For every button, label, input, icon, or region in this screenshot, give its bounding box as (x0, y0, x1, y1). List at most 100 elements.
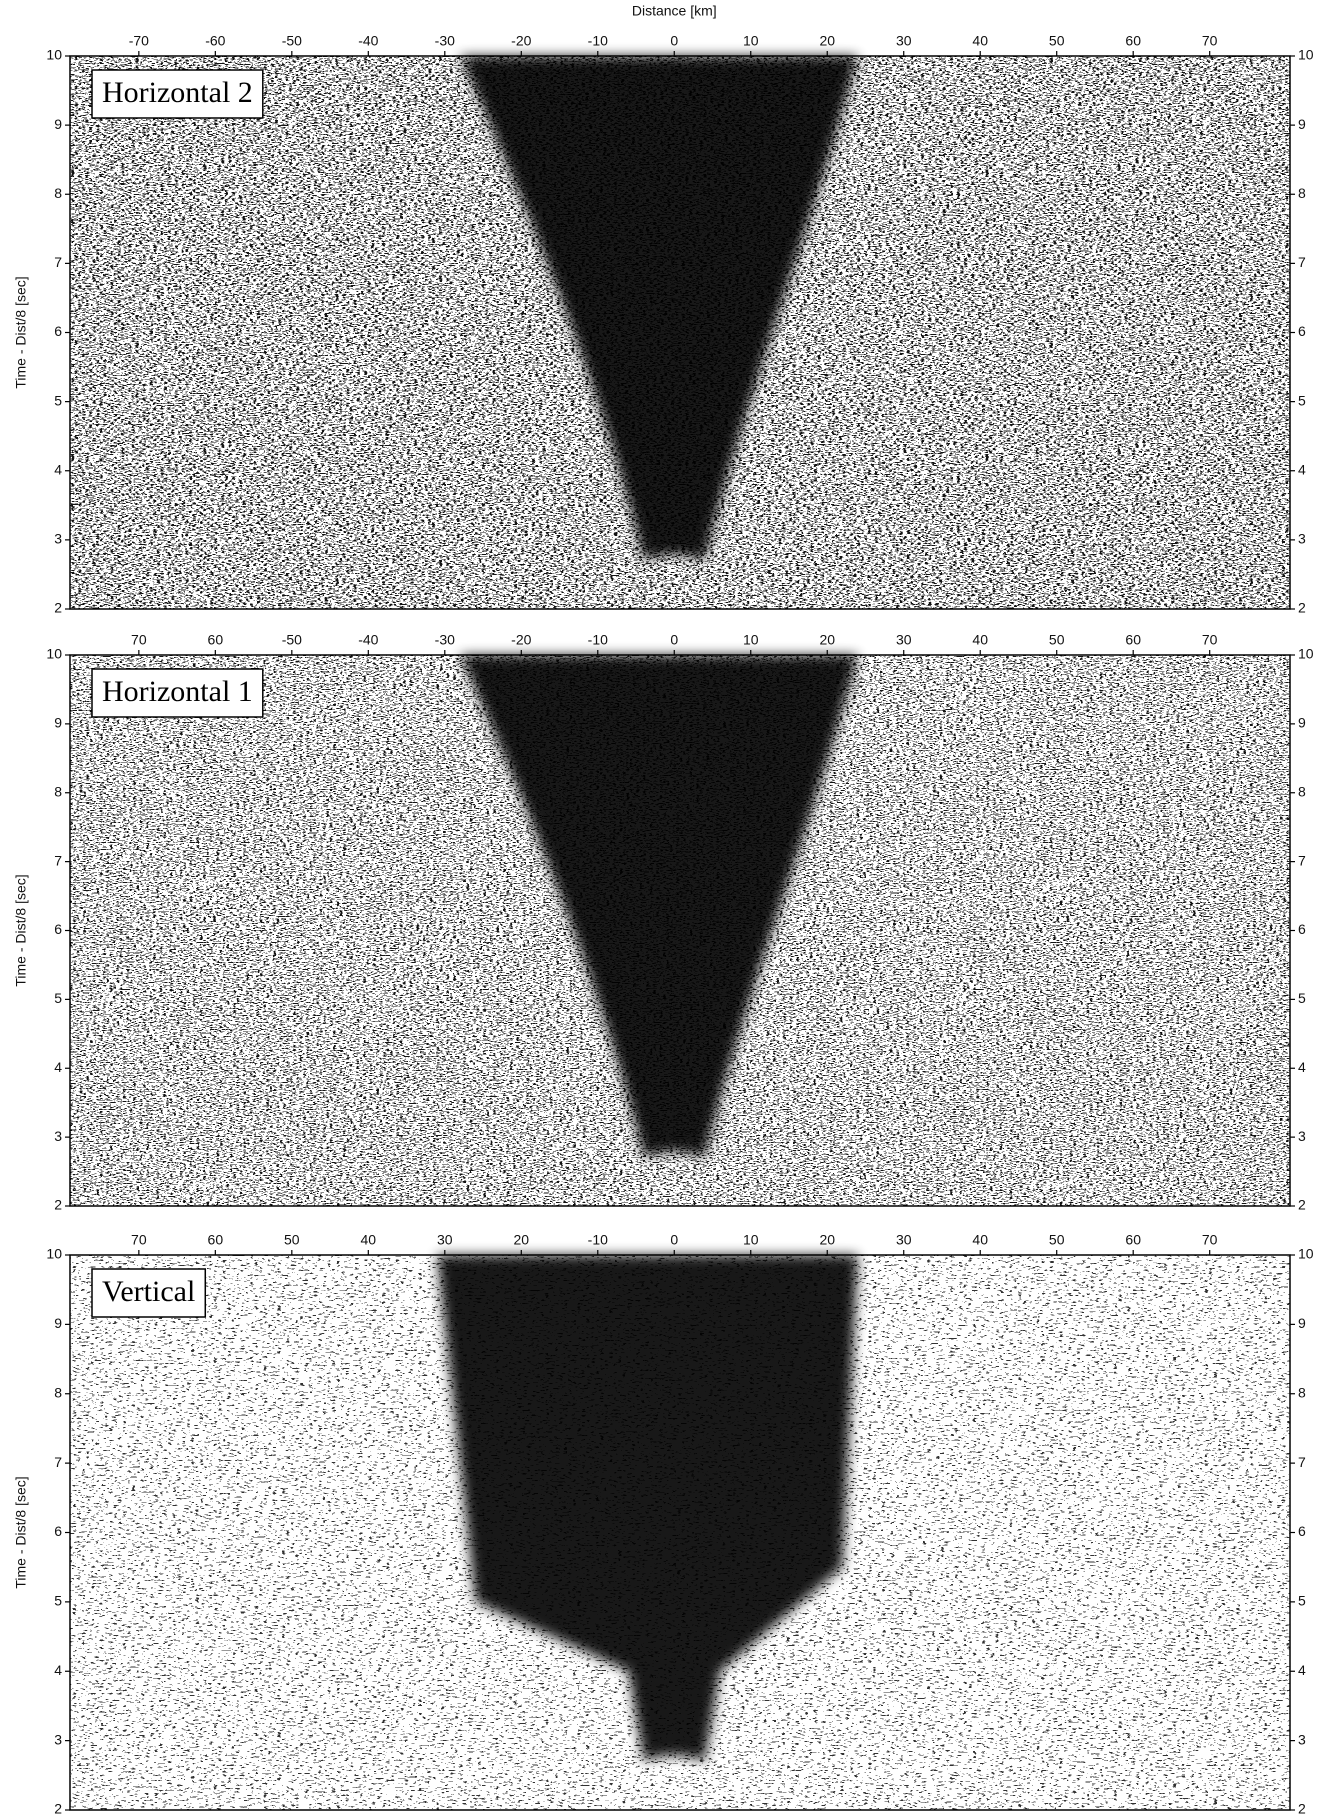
y-tick-label: 7 (54, 1454, 62, 1470)
x-tick-label: 0 (670, 1232, 678, 1248)
y-tick-label: 9 (54, 715, 62, 731)
x-tick-label: 60 (208, 632, 224, 648)
x-tick-label: 60 (1125, 632, 1141, 648)
title-box (91, 1268, 207, 1318)
panel-title: Horizontal 2 (102, 76, 253, 109)
x-tick-label: 50 (1049, 632, 1065, 648)
y-tick-label: 9 (54, 116, 62, 132)
arrival-wedge (437, 1255, 858, 1762)
panel-title: Vertical (102, 1275, 195, 1308)
x-tick-label: 0 (670, 632, 678, 648)
y-tick-label: 4 (1298, 461, 1306, 477)
x-tick-label: -10 (588, 33, 608, 49)
x-tick-label: 20 (513, 1232, 529, 1248)
y-tick-label: 2 (1298, 1801, 1306, 1817)
x-tick-label: -50 (282, 632, 302, 648)
title-box (91, 69, 264, 119)
y-tick-label: 9 (1298, 715, 1306, 731)
x-tick-label: 50 (1049, 33, 1065, 49)
y-axis-label: Time - Dist/8 [sec] (13, 276, 29, 388)
y-tick-label: 7 (1298, 254, 1306, 270)
title-box (91, 668, 264, 718)
y-tick-label: 4 (54, 1662, 62, 1678)
x-tick-label: -10 (588, 632, 608, 648)
y-tick-label: 3 (54, 1731, 62, 1747)
y-tick-label: 4 (1298, 1059, 1306, 1075)
y-tick-label: 2 (54, 1801, 62, 1817)
x-tick-label: 40 (972, 1232, 988, 1248)
y-tick-label: 6 (54, 1523, 62, 1539)
x-tick-label: -20 (511, 33, 531, 49)
x-tick-label: 20 (819, 33, 835, 49)
y-tick-label: 10 (1298, 1246, 1314, 1262)
x-tick-label: -40 (358, 632, 378, 648)
y-tick-label: 5 (1298, 990, 1306, 1006)
x-tick-label: 40 (361, 1232, 377, 1248)
x-tick-label: 30 (896, 632, 912, 648)
x-tick-label: 10 (743, 33, 759, 49)
x-tick-label: -40 (358, 33, 378, 49)
x-tick-label: 20 (819, 1232, 835, 1248)
y-tick-label: 7 (54, 852, 62, 868)
y-tick-label: 8 (1298, 1384, 1306, 1400)
x-tick-label: 70 (1202, 1232, 1218, 1248)
x-tick-label: 70 (131, 1232, 147, 1248)
y-tick-label: 4 (54, 1059, 62, 1075)
x-tick-label: 50 (1049, 1232, 1065, 1248)
y-tick-label: 2 (1298, 1197, 1306, 1213)
x-tick-label: -30 (435, 632, 455, 648)
y-tick-label: 10 (1298, 646, 1314, 662)
x-tick-label: 40 (972, 632, 988, 648)
x-axis-label: Distance [km] (632, 3, 717, 19)
y-tick-label: 6 (1298, 921, 1306, 937)
y-tick-label: 7 (54, 254, 62, 270)
y-tick-label: 9 (1298, 116, 1306, 132)
y-tick-label: 6 (54, 921, 62, 937)
x-tick-label: -60 (205, 33, 225, 49)
y-tick-label: 3 (1298, 1128, 1306, 1144)
x-tick-label: 70 (1202, 33, 1218, 49)
y-tick-label: 2 (54, 600, 62, 616)
y-tick-label: 4 (54, 461, 62, 477)
panel: 70 60 -50 -40 -30 -20 -10 0 10 20 30 40 50 60 70 2 2 3 3 4 4… (13, 632, 1314, 1213)
x-tick-label: 0 (670, 33, 678, 49)
y-tick-label: 2 (54, 1197, 62, 1213)
y-tick-label: 3 (54, 531, 62, 547)
y-tick-label: 8 (54, 185, 62, 201)
y-tick-label: 2 (1298, 600, 1306, 616)
y-tick-label: 5 (54, 1593, 62, 1609)
x-tick-label: -20 (511, 632, 531, 648)
y-axis-label: Time - Dist/8 [sec] (13, 1476, 29, 1588)
y-tick-label: 4 (1298, 1662, 1306, 1678)
x-tick-label: 10 (743, 632, 759, 648)
x-tick-label: -30 (435, 33, 455, 49)
x-tick-label: 10 (743, 1232, 759, 1248)
y-tick-label: 5 (54, 990, 62, 1006)
y-tick-label: 10 (46, 47, 62, 63)
y-tick-label: 10 (46, 1246, 62, 1262)
x-tick-label: -70 (129, 33, 149, 49)
y-tick-label: 6 (1298, 1523, 1306, 1539)
x-tick-label: 60 (1125, 33, 1141, 49)
x-tick-label: 30 (896, 1232, 912, 1248)
x-tick-label: 70 (131, 632, 147, 648)
x-tick-label: 50 (284, 1232, 300, 1248)
x-tick-label: 70 (1202, 632, 1218, 648)
y-tick-label: 8 (54, 783, 62, 799)
x-tick-label: 60 (208, 1232, 224, 1248)
x-tick-label: 60 (1125, 1232, 1141, 1248)
y-tick-label: 9 (1298, 1315, 1306, 1331)
arrival-wedge (460, 655, 858, 1158)
y-tick-label: 7 (1298, 1454, 1306, 1470)
x-tick-label: 30 (437, 1232, 453, 1248)
x-tick-label: 30 (896, 33, 912, 49)
x-tick-label: -50 (282, 33, 302, 49)
y-tick-label: 7 (1298, 852, 1306, 868)
y-tick-label: 5 (1298, 1593, 1306, 1609)
panel: 70 60 50 40 30 20 -10 0 10 20 30 40 50 60 70 2 2 3 3 4 4 5 5 6 6… (13, 1232, 1314, 1817)
x-tick-label: -10 (588, 1232, 608, 1248)
y-tick-label: 10 (1298, 47, 1314, 63)
y-tick-label: 3 (1298, 1731, 1306, 1747)
y-tick-label: 6 (1298, 323, 1306, 339)
